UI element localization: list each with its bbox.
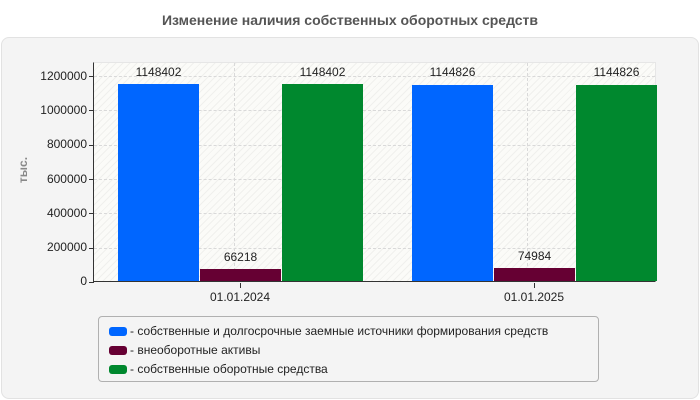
gridline (94, 110, 655, 111)
legend-swatch-icon (109, 326, 127, 336)
gridline (94, 76, 655, 77)
y-tick (89, 282, 94, 283)
y-tick-label: 400000 (46, 206, 87, 220)
legend-item[interactable]: - внеоборотные активы (109, 343, 260, 357)
legend-label: - внеоборотные активы (130, 343, 261, 357)
y-tick (89, 179, 94, 180)
bar-value-label: 74984 (517, 249, 552, 263)
legend-swatch-icon (109, 364, 127, 374)
bar-working-capital-2025[interactable] (576, 85, 657, 281)
y-tick (89, 110, 94, 111)
y-tick-label: 200000 (46, 240, 87, 254)
gridline (234, 63, 235, 281)
x-tick (534, 283, 535, 288)
legend: - собственные и долгосрочные заемные ист… (98, 316, 599, 382)
y-tick (89, 76, 94, 77)
y-tick-label: 1200000 (40, 69, 87, 83)
y-tick-label: 600000 (46, 172, 87, 186)
y-axis-title: тыс. (16, 156, 31, 184)
bar-sources-2024[interactable] (118, 84, 199, 281)
legend-swatch-icon (109, 345, 127, 355)
bar-sources-2025[interactable] (412, 85, 493, 281)
y-tick (89, 145, 94, 146)
legend-item[interactable]: - собственные и долгосрочные заемные ист… (109, 324, 548, 338)
bar-value-label: 1148402 (135, 65, 182, 79)
plot-area: 1148402 66218 1148402 1144826 74984 1144… (89, 62, 657, 288)
gridline (94, 179, 655, 180)
bar-working-capital-2024[interactable] (282, 84, 363, 281)
bar-noncurrent-assets-2025[interactable] (494, 268, 575, 281)
gridline (94, 248, 655, 249)
bar-noncurrent-assets-2024[interactable] (200, 269, 281, 281)
bar-value-label: 1144826 (593, 65, 640, 79)
legend-label: - собственные оборотные средства (130, 362, 328, 376)
x-tick-label: 01.01.2024 (209, 290, 271, 304)
bar-value-label: 1144826 (429, 65, 476, 79)
chart-title: Изменение наличия собственных оборотных … (161, 12, 539, 28)
y-tick (89, 213, 94, 214)
x-tick (240, 283, 241, 288)
bar-value-label: 66218 (223, 250, 258, 264)
legend-label: - собственные и долгосрочные заемные ист… (130, 324, 549, 338)
gridline (94, 213, 655, 214)
y-tick (89, 248, 94, 249)
y-tick-label: 0 (80, 274, 87, 288)
x-tick-label: 01.01.2025 (503, 290, 565, 304)
bar-value-label: 1148402 (299, 65, 346, 79)
gridline (94, 145, 655, 146)
legend-item[interactable]: - собственные оборотные средства (109, 362, 328, 376)
y-tick-label: 800000 (46, 137, 87, 151)
y-tick-label: 1000000 (40, 103, 87, 117)
gridline (527, 63, 528, 281)
